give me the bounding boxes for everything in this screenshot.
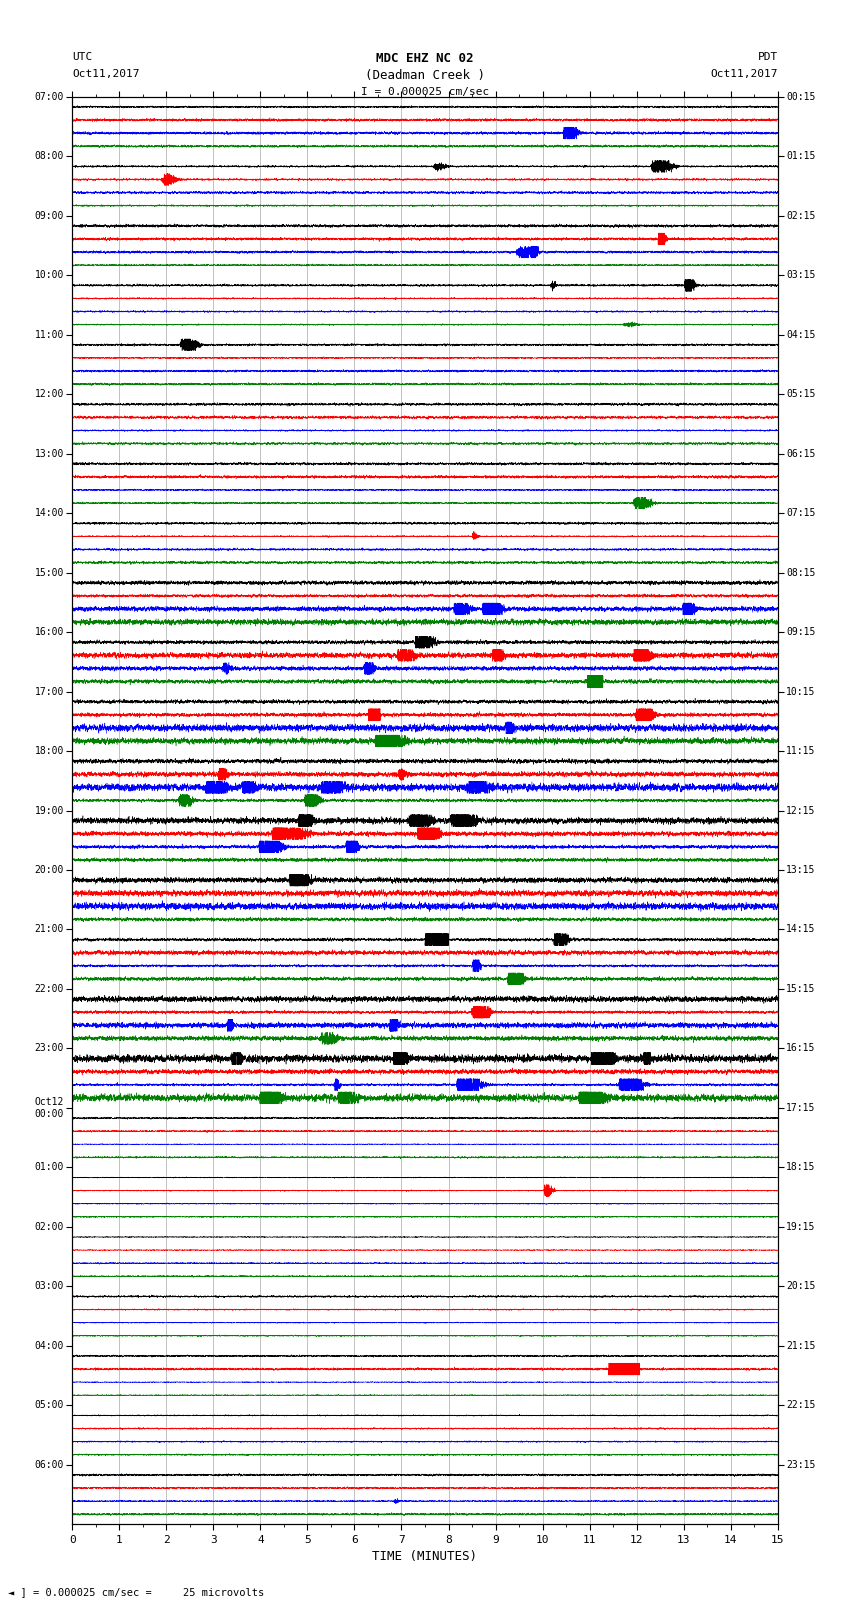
Text: (Deadman Creek ): (Deadman Creek ) (365, 69, 485, 82)
X-axis label: TIME (MINUTES): TIME (MINUTES) (372, 1550, 478, 1563)
Text: MDC EHZ NC 02: MDC EHZ NC 02 (377, 52, 473, 65)
Text: UTC: UTC (72, 52, 93, 61)
Text: ◄ ] = 0.000025 cm/sec =     25 microvolts: ◄ ] = 0.000025 cm/sec = 25 microvolts (8, 1587, 264, 1597)
Text: Oct11,2017: Oct11,2017 (711, 69, 778, 79)
Text: PDT: PDT (757, 52, 778, 61)
Text: Oct11,2017: Oct11,2017 (72, 69, 139, 79)
Text: I = 0.000025 cm/sec: I = 0.000025 cm/sec (361, 87, 489, 97)
